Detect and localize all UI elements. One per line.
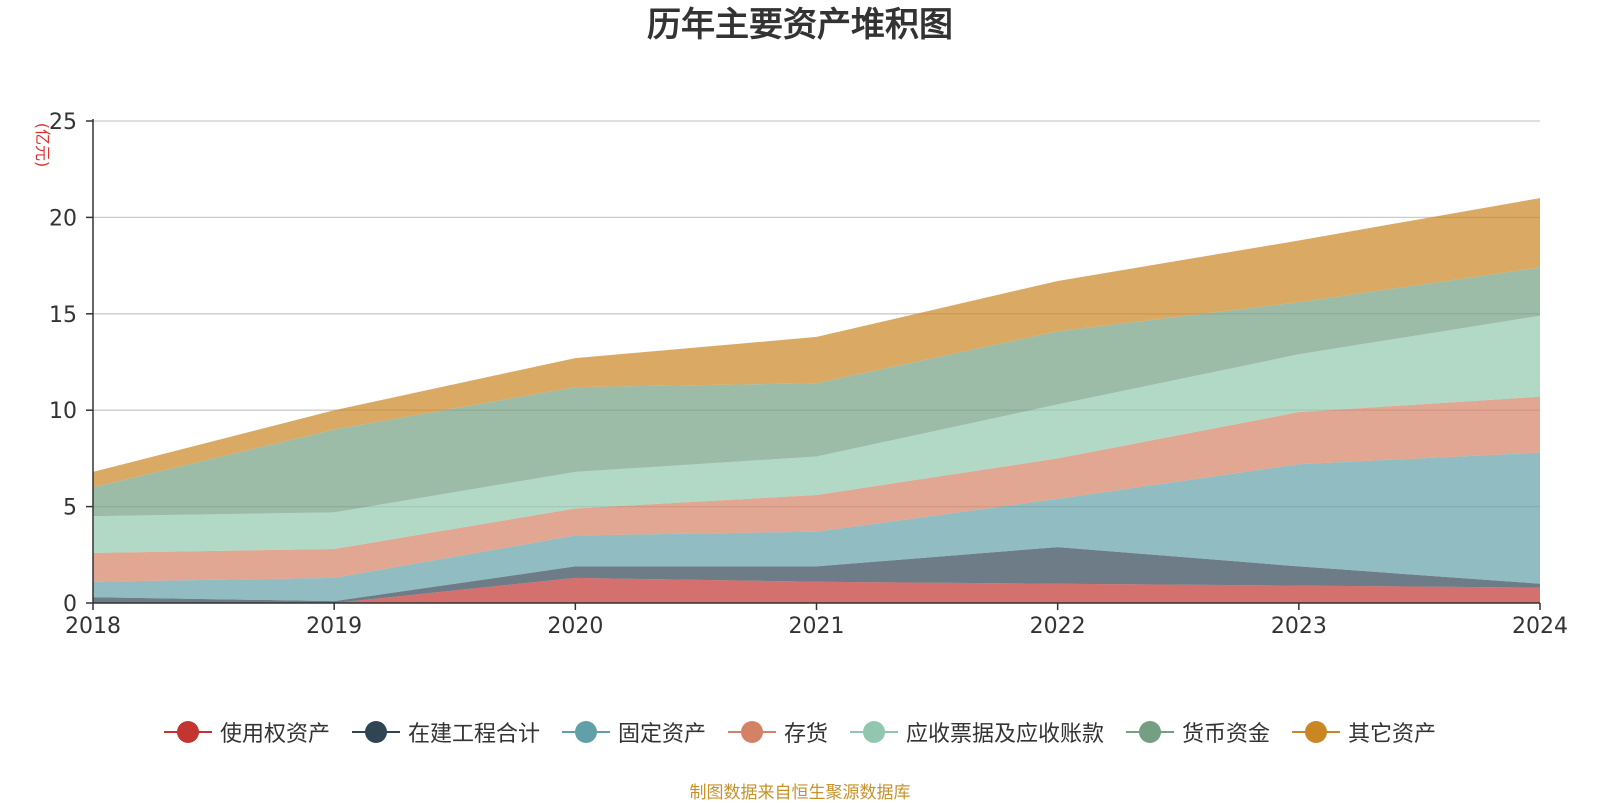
legend-item-4[interactable]: 存货 (727, 716, 828, 748)
legend-symbol-icon (351, 721, 400, 743)
legend-symbol-icon (727, 721, 776, 743)
area-series (93, 198, 1540, 603)
legend-symbol-icon (163, 721, 212, 743)
legend-label: 货币资金 (1182, 722, 1271, 747)
y-tick-label: 10 (49, 399, 77, 424)
y-tick-label: 15 (49, 303, 77, 328)
x-tick-label: 2023 (1271, 614, 1327, 639)
y-tick-label: 20 (49, 206, 77, 231)
area-series-6[interactable] (93, 267, 1540, 517)
y-tick-label: 25 (49, 110, 77, 135)
legend-symbol-icon (850, 721, 898, 743)
legend-item-3[interactable]: 固定资产 (561, 716, 706, 748)
chart-title: 历年主要资产堆积图 (647, 5, 953, 45)
legend-item-1[interactable]: 使用权资产 (163, 716, 330, 748)
legend-label: 固定资产 (617, 722, 706, 747)
x-tick-label: 2020 (547, 614, 603, 639)
axes: 0 5 10 15 20 25 2018 2019 2020 2021 2022 2023 2024 (49, 110, 1568, 639)
legend-label: 使用权资产 (219, 722, 330, 747)
legend-item-7[interactable]: 其它资产 (1292, 716, 1436, 748)
y-tick-label: 5 (63, 496, 77, 521)
legend-symbol-icon (1292, 721, 1341, 743)
area-series-1[interactable] (93, 577, 1540, 603)
x-tick-label: 2022 (1030, 614, 1086, 639)
legend-label: 在建工程合计 (407, 722, 540, 747)
legend-symbol-icon (1126, 721, 1175, 743)
legend-item-2[interactable]: 在建工程合计 (351, 716, 540, 748)
legend-label: 存货 (783, 722, 828, 747)
x-tick-label: 2018 (65, 614, 121, 639)
data-source-note: 制图数据来自恒生聚源数据库 (689, 783, 911, 803)
area-series-7[interactable] (93, 198, 1540, 488)
area-series-2[interactable] (93, 547, 1540, 603)
x-tick-label: 2021 (789, 614, 845, 639)
legend-label: 应收票据及应收账款 (906, 722, 1105, 747)
legend-label: 其它资产 (1348, 722, 1437, 747)
y-tick-label: 0 (63, 592, 77, 617)
y-axis-label: (亿元) (33, 123, 52, 168)
legend: 使用权资产 在建工程合计 固定资产 存货 应收票据及应收账款 货币资金 其它资产 (0, 712, 1600, 752)
legend-item-6[interactable]: 货币资金 (1126, 716, 1270, 748)
area-series-3[interactable] (93, 452, 1540, 602)
area-series-5[interactable] (93, 315, 1540, 553)
area-series-4[interactable] (93, 396, 1540, 582)
legend-item-5[interactable]: 应收票据及应收账款 (850, 716, 1104, 748)
legend-symbol-icon (561, 721, 610, 743)
x-tick-label: 2019 (306, 614, 362, 639)
x-tick-label: 2024 (1512, 614, 1568, 639)
